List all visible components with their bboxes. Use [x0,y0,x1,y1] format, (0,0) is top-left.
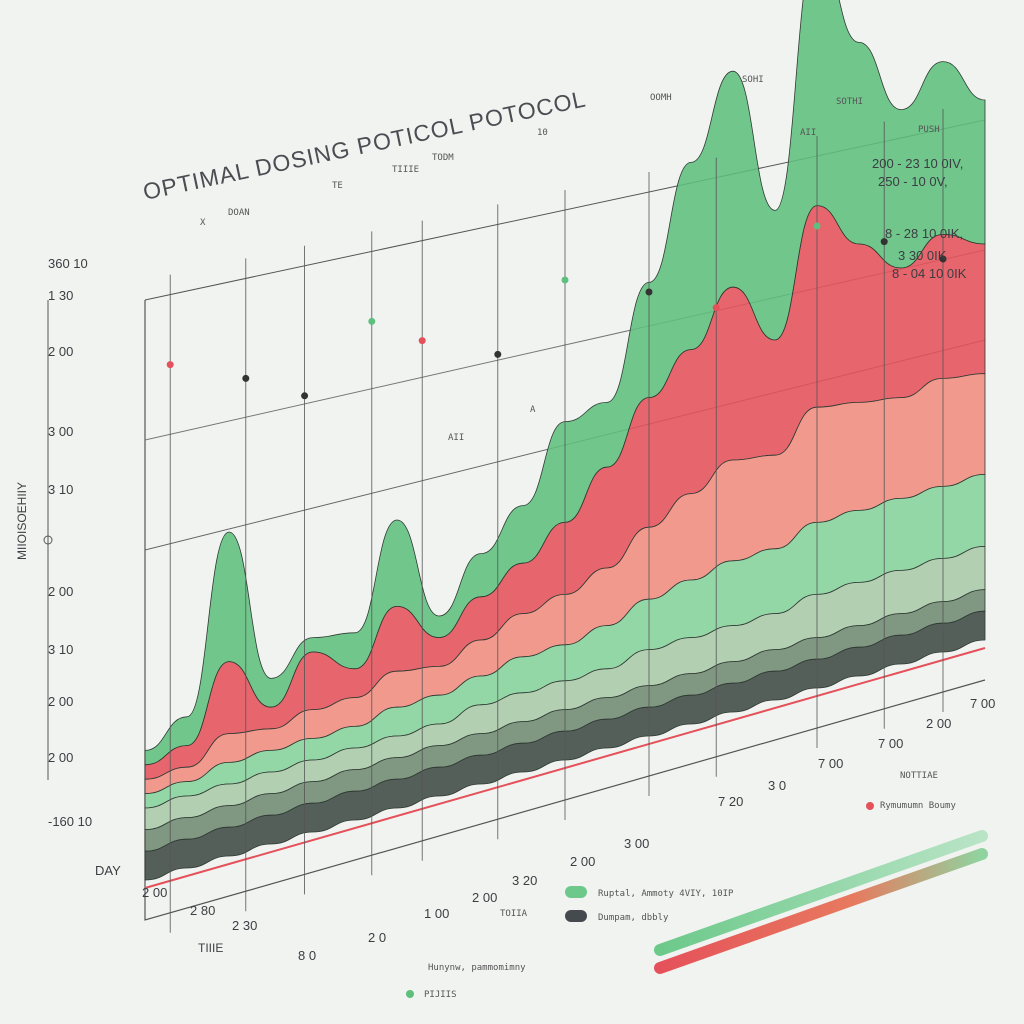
marker-dot [880,238,888,246]
bottom-tick-label: DAY [95,863,121,878]
marker-dot [418,337,426,345]
bottom-tick-label: 2 30 [232,918,257,933]
left-tick-label: 2 00 [48,750,73,765]
right-annotation: 8 - 28 10 0IK, [885,226,963,241]
top-label: SOTHI [836,97,863,107]
marker-dot [494,350,502,358]
peak-label: A [530,405,536,415]
peak-label: AII [800,128,816,138]
footer-note: PIJIIS [424,990,457,1000]
top-label: X [200,218,206,228]
gradient-bar-red [654,848,988,974]
y-axis-marker [43,535,53,545]
legend-label: Ruptal, Ammoty 4VIY, 10IP [598,889,734,899]
top-labels: X DOAN TE TIIIE TODM 10 OOMH SOHI SOTHI PUSH [200,75,940,228]
legend-extra: Rymumumn Boumy [880,801,956,811]
top-label: SOHI [742,75,764,85]
bottom-tick-label: 2 80 [190,903,215,918]
right-annotation: 8 - 04 10 0IK [892,266,967,281]
footer-notes: Hunynw, pammomimny PIJIIS [406,963,526,1000]
top-label: TIIIE [392,165,419,175]
legend-extra: TOIIA [500,909,528,919]
bottom-tick-label: 3 0 [768,778,786,793]
legend-label: Dumpam, dbbly [598,913,669,923]
bottom-tick-label: 2 00 [142,885,167,900]
marker-dot [301,392,309,400]
bottom-tick-label: 2 00 [570,854,595,869]
left-tick-label: 2 00 [48,584,73,599]
bottom-tick-label: 3 00 [624,836,649,851]
marker-dot [242,374,250,382]
top-label: OOMH [650,93,672,103]
top-label: TODM [432,153,454,163]
vertical-markers [166,109,947,933]
legend-swatch [565,886,587,898]
bottom-tick-label: 7 00 [878,736,903,751]
right-annotations: 200 - 23 10 0IV, 250 - 10 0V, 8 - 28 10 0I… [872,156,967,281]
marker-dot [166,361,174,369]
left-tick-label: 2 00 [48,694,73,709]
y-axis-label: MIIOISOEHIIY [15,482,29,560]
marker-dot [939,255,947,263]
bottom-tick-label: 2 0 [368,930,386,945]
bottom-tick-label: 8 0 [298,948,316,963]
bottom-tick-labels: DAY 2 00 2 80 2 30 8 0 2 0 1 00 2 00 3 20 2 00 3 0… [95,696,995,963]
footer-note: Hunynw, pammomimny [428,963,526,973]
chart-title: OPTIMAL DOSING POTICOL POTOCOL [141,85,589,204]
bottom-tick-label: 2 00 [472,890,497,905]
left-tick-label: 3 10 [48,642,73,657]
frame-line [144,300,986,921]
marker-dot [813,222,821,230]
top-label: DOAN [228,208,250,218]
footer-dot [406,990,414,998]
gradient-bars [654,830,988,974]
top-label: 10 [537,128,548,138]
left-tick-label: -160 10 [48,814,92,829]
bottom-tick-label: 7 00 [970,696,995,711]
right-annotation: 200 - 23 10 0IV, [872,156,963,171]
left-tick-label: 3 10 [48,482,73,497]
right-annotation: 250 - 10 0V, [878,174,948,189]
legend-extra: NOTTIAE [900,771,938,781]
left-tick-label: 3 00 [48,424,73,439]
left-tick-label: 2 00 [48,344,73,359]
legend-swatch [565,910,587,922]
legend: Ruptal, Ammoty 4VIY, 10IP Dumpam, dbbly TO… [500,771,956,923]
left-tick-label: 360 10 [48,256,88,271]
marker-dot [712,304,720,312]
gradient-bar-green [654,830,988,956]
legend-dot [866,802,874,810]
marker-dot [645,288,653,296]
peak-labels: AII A AII [448,128,816,443]
x-axis-label: TIIIE [198,941,223,955]
top-label: TE [332,181,343,191]
peak-label: AII [448,433,464,443]
bottom-tick-label: 7 00 [818,756,843,771]
left-tick-labels: 360 10 1 30 2 00 3 00 3 10 2 00 3 10 2 00 2 00 -1… [48,256,92,829]
top-label: PUSH [918,125,940,135]
marker-dot [368,317,376,325]
bottom-tick-label: 1 00 [424,906,449,921]
bottom-tick-label: 2 00 [926,716,951,731]
bottom-tick-label: 7 20 [718,794,743,809]
right-annotation: 3 30 0IK [898,248,947,263]
left-tick-label: 1 30 [48,288,73,303]
marker-dot [561,276,569,284]
bottom-tick-label: 3 20 [512,873,537,888]
